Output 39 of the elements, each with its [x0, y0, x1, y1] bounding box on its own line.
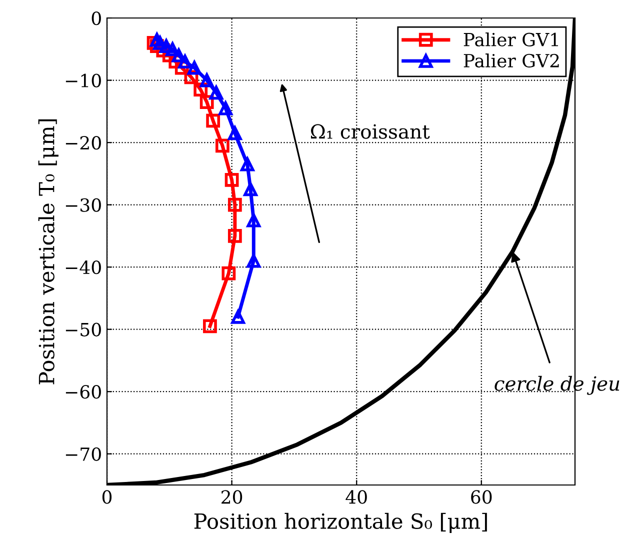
point [203, 319, 217, 334]
legend-label: Palier GV1 [464, 32, 558, 46]
y-tick-label: −40 [66, 260, 101, 274]
point [228, 198, 242, 212]
point [228, 228, 242, 243]
y-tick-label: −70 [66, 447, 101, 461]
point [150, 32, 164, 47]
x-tick-label: 0 [102, 490, 112, 504]
point [153, 36, 167, 50]
point [244, 182, 258, 196]
point [246, 213, 261, 228]
point [166, 42, 180, 56]
point [228, 126, 242, 140]
point [209, 86, 224, 100]
point [222, 266, 236, 280]
point [231, 310, 245, 324]
point [178, 54, 192, 69]
y-tick-label: −10 [66, 74, 101, 88]
point [206, 114, 220, 128]
point [159, 39, 174, 53]
y-tick-label: 0 [92, 11, 101, 26]
x-tick-label: 20 [222, 490, 242, 504]
x-axis-title: Position horizontale S₀ [μm] [194, 512, 487, 534]
y-tick-label: −20 [66, 136, 101, 150]
point [218, 101, 233, 116]
point [187, 60, 202, 75]
y-axis-title: Position verticale T₀ [μm] [38, 119, 58, 384]
x-tick-label: 60 [471, 490, 492, 504]
y-tick-label: −30 [66, 198, 101, 212]
y-tick-label: −60 [66, 385, 101, 399]
point [224, 172, 239, 187]
x-tick-label: 40 [346, 490, 367, 504]
point [215, 138, 230, 153]
annotation: Ω₁ croissant [310, 124, 430, 139]
point [200, 73, 214, 88]
y-tick-label: −50 [66, 322, 101, 336]
point [240, 157, 254, 172]
legend-label: Palier GV2 [464, 54, 559, 68]
point [246, 254, 261, 268]
